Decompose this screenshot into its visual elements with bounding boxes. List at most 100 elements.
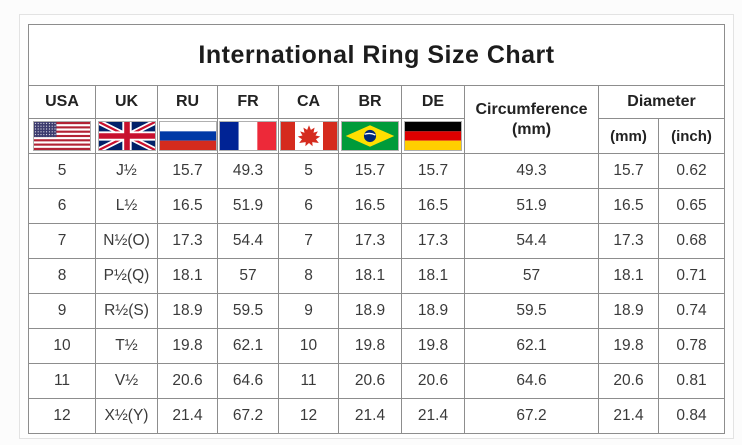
ring-size-tbody: 5 J½ 15.7 49.3 5 15.7 15.7 49.3 15.7 0.62 6 L½ 16.5 5… [28, 153, 726, 434]
cell: 18.1 [401, 258, 465, 294]
cell: 19.8 [598, 328, 659, 364]
cell: 57 [217, 258, 279, 294]
cell: 64.6 [217, 363, 279, 399]
cell: 64.6 [464, 363, 599, 399]
cell: 19.8 [401, 328, 465, 364]
circumference-unit: (mm) [511, 120, 552, 138]
col-header-diameter-mm: (mm) [598, 118, 659, 154]
cell: 51.9 [464, 188, 599, 224]
col-header-uk: UK [95, 85, 158, 119]
cell: 49.3 [217, 153, 279, 189]
cell: R½(S) [95, 293, 158, 329]
flag-row: (mm) (inch) [28, 118, 726, 154]
cell: 0.62 [657, 153, 726, 189]
flag-cell-fr [217, 118, 279, 154]
cell: L½ [95, 188, 158, 224]
cell: 10 [278, 328, 339, 364]
cell: 20.6 [598, 363, 659, 399]
cell: V½ [95, 363, 158, 399]
table-row: 10 T½ 19.8 62.1 10 19.8 19.8 62.1 19.8 0.78 [28, 328, 726, 364]
cell: 5 [28, 153, 96, 189]
country-header-row: USA UK RU FR CA BR DE Circumference (mm)… [28, 85, 726, 154]
cell: 62.1 [217, 328, 279, 364]
cell: 17.3 [598, 223, 659, 259]
cell: 9 [278, 293, 339, 329]
cell: 18.1 [338, 258, 402, 294]
col-header-circumference: Circumference (mm) [464, 85, 599, 154]
table-row: 9 R½(S) 18.9 59.5 9 18.9 18.9 59.5 18.9 0.74 [28, 293, 726, 329]
cell: 21.4 [338, 398, 402, 434]
flag-cell-usa [28, 118, 96, 154]
cell: 62.1 [464, 328, 599, 364]
cell: 7 [278, 223, 339, 259]
cell: 0.74 [657, 293, 726, 329]
flag-cell-ca [278, 118, 339, 154]
cell: 49.3 [464, 153, 599, 189]
flag-cell-uk [95, 118, 158, 154]
cell: 0.84 [657, 398, 726, 434]
cell: 15.7 [157, 153, 218, 189]
cell: 0.78 [657, 328, 726, 364]
cell: 54.4 [217, 223, 279, 259]
cell: 16.5 [338, 188, 402, 224]
col-header-de: DE [401, 85, 465, 119]
cell: N½(O) [95, 223, 158, 259]
cell: 15.7 [401, 153, 465, 189]
cell: 0.71 [657, 258, 726, 294]
cell: 16.5 [401, 188, 465, 224]
table-row: 12 X½(Y) 21.4 67.2 12 21.4 21.4 67.2 21.4 0.84 [28, 398, 726, 434]
cell: X½(Y) [95, 398, 158, 434]
cell: 7 [28, 223, 96, 259]
cell: 18.9 [401, 293, 465, 329]
france-flag-icon [219, 121, 277, 151]
col-header-diameter: Diameter [597, 85, 726, 119]
flag-cell-br [338, 118, 402, 154]
cell: 6 [278, 188, 339, 224]
col-header-ca: CA [278, 85, 339, 119]
cell: 18.9 [338, 293, 402, 329]
table-row: 11 V½ 20.6 64.6 11 20.6 20.6 64.6 20.6 0.81 [28, 363, 726, 399]
cell: J½ [95, 153, 158, 189]
col-header-ru: RU [157, 85, 218, 119]
cell: 17.3 [338, 223, 402, 259]
cell: 20.6 [157, 363, 218, 399]
germany-flag-icon [404, 121, 462, 151]
cell: 15.7 [598, 153, 659, 189]
cell: 9 [28, 293, 96, 329]
cell: 15.7 [338, 153, 402, 189]
cell: 11 [278, 363, 339, 399]
table-row: 8 P½(Q) 18.1 57 8 18.1 18.1 57 18.1 0.71 [28, 258, 726, 294]
brazil-flag-icon [341, 121, 399, 151]
cell: 8 [28, 258, 96, 294]
cell: 20.6 [401, 363, 465, 399]
cell: T½ [95, 328, 158, 364]
col-header-fr: FR [217, 85, 279, 119]
col-header-usa: USA [28, 85, 96, 119]
cell: 16.5 [157, 188, 218, 224]
russia-flag-icon [158, 121, 217, 151]
cell: 16.5 [598, 188, 659, 224]
flag-cell-de [401, 118, 465, 154]
canada-flag-icon [279, 121, 338, 151]
cell: 5 [278, 153, 339, 189]
cell: P½(Q) [95, 258, 158, 294]
cell: 57 [464, 258, 599, 294]
usa-flag-icon [33, 121, 91, 151]
chart-title: International Ring Size Chart [27, 24, 726, 86]
cell: 51.9 [217, 188, 279, 224]
cell: 17.3 [401, 223, 465, 259]
table-row: 6 L½ 16.5 51.9 6 16.5 16.5 51.9 16.5 0.65 [28, 188, 726, 224]
cell: 59.5 [464, 293, 599, 329]
cell: 21.4 [157, 398, 218, 434]
table-row: 5 J½ 15.7 49.3 5 15.7 15.7 49.3 15.7 0.62 [28, 153, 726, 189]
uk-flag-icon [97, 121, 156, 151]
cell: 54.4 [464, 223, 599, 259]
cell: 18.1 [598, 258, 659, 294]
cell: 18.9 [157, 293, 218, 329]
cell: 59.5 [217, 293, 279, 329]
title-row: International Ring Size Chart [27, 24, 726, 86]
cell: 19.8 [338, 328, 402, 364]
cell: 10 [28, 328, 96, 364]
cell: 0.68 [657, 223, 726, 259]
cell: 0.81 [657, 363, 726, 399]
